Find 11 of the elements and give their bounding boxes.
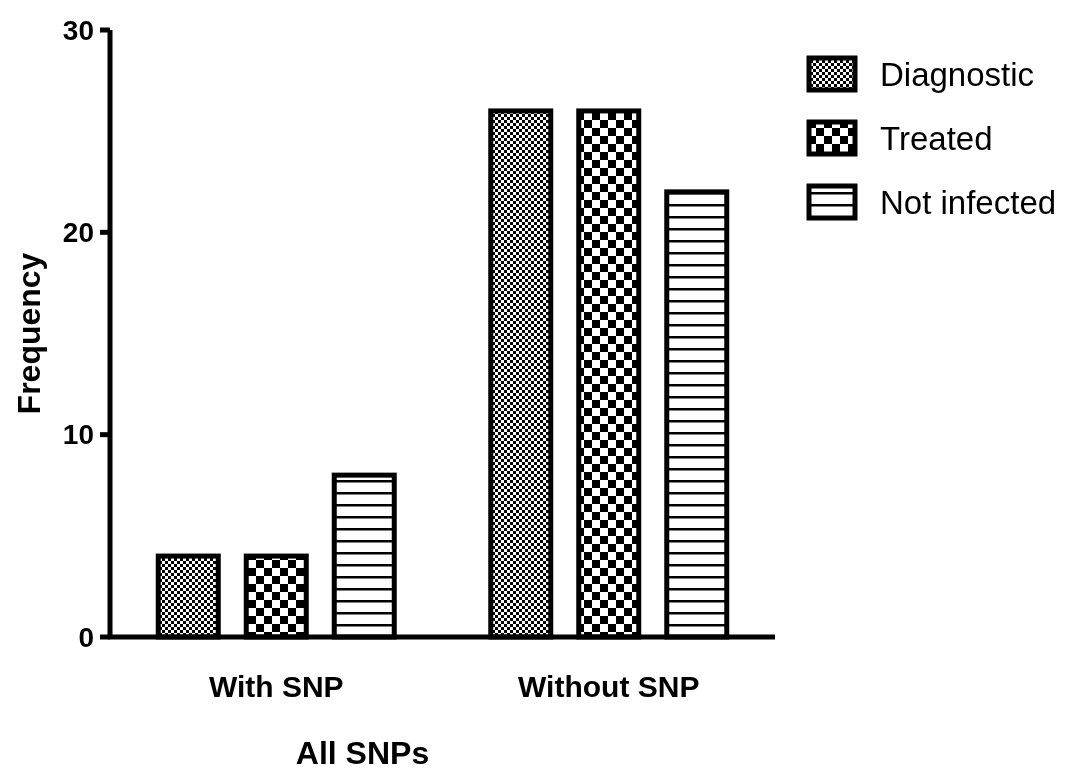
x-tick-label: Without SNP xyxy=(518,670,700,703)
y-tick-label: 0 xyxy=(78,621,94,653)
legend-label: Treated xyxy=(880,119,993,157)
y-axis-title: Frequency xyxy=(11,252,47,415)
y-tick-label: 10 xyxy=(62,419,94,451)
y-tick-label: 20 xyxy=(62,217,94,249)
legend-label: Diagnostic xyxy=(880,55,1035,93)
x-tick-label: With SNP xyxy=(208,670,344,703)
x-axis-title: All SNPs xyxy=(295,735,430,771)
legend-label: Not infected xyxy=(880,183,1057,221)
y-tick-label: 30 xyxy=(62,14,94,46)
